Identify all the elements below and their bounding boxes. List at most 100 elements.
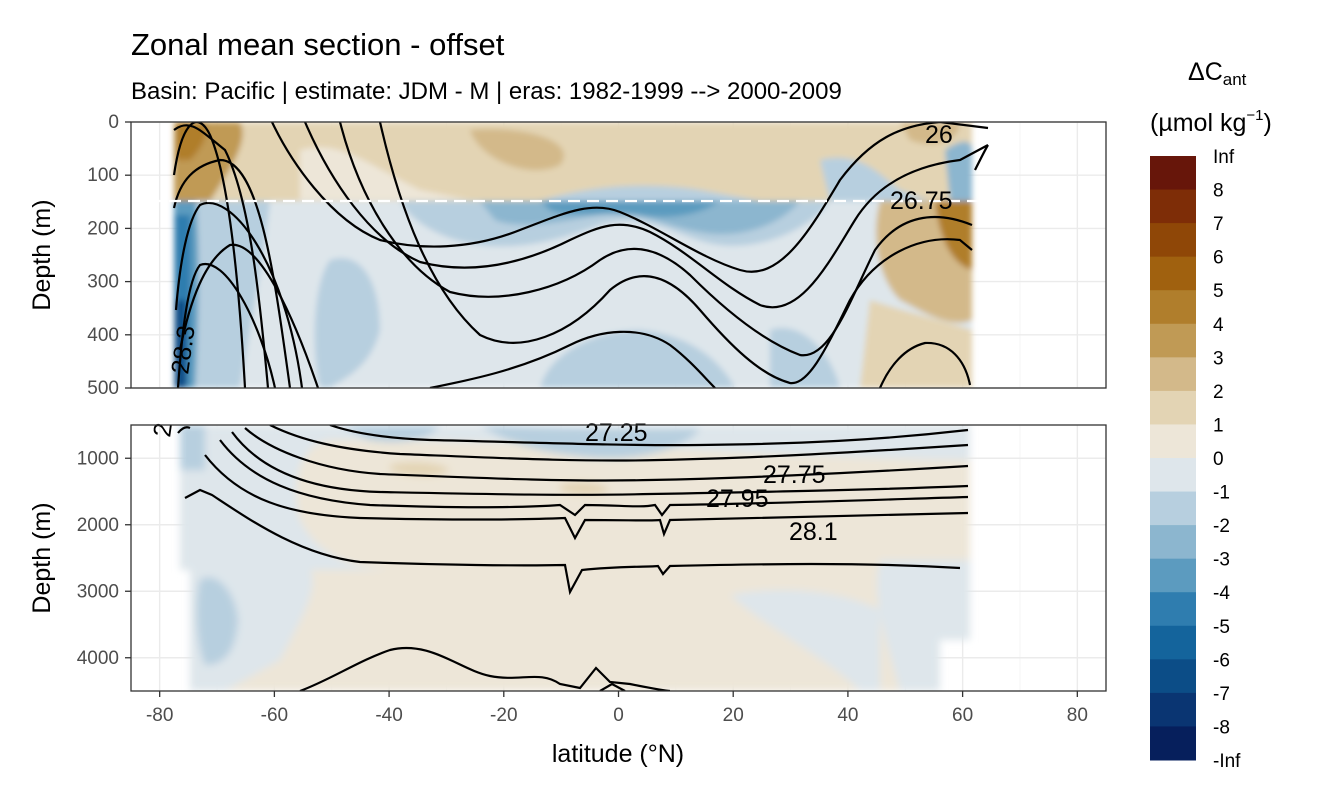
legend-label: 7 bbox=[1213, 214, 1224, 235]
legend-color-swatch bbox=[1150, 323, 1196, 358]
upper-contour-line bbox=[878, 341, 972, 388]
lower-field-blue-patch-nw bbox=[340, 425, 440, 442]
upper-y-axis-title: Depth (m) bbox=[28, 199, 56, 310]
lower-contour-line bbox=[204, 454, 969, 541]
upper-contour-line bbox=[176, 262, 277, 388]
lower-field-blue-patch-west bbox=[196, 577, 238, 665]
legend-label: 4 bbox=[1213, 315, 1224, 336]
contour-label-28-1: 28.1 bbox=[789, 518, 838, 546]
legend-unit: (µmol kg−1) bbox=[1150, 107, 1272, 137]
legend-label: 3 bbox=[1213, 348, 1224, 369]
y-tick-label: 1000 bbox=[77, 448, 119, 469]
upper-contour-line bbox=[429, 330, 716, 388]
lower-fill-field bbox=[180, 425, 970, 691]
upper-subsurface-tan-deep-north bbox=[860, 300, 972, 388]
legend-color-swatch bbox=[1150, 189, 1196, 224]
legend-title: ΔCant bbox=[1188, 58, 1247, 89]
lower-contours bbox=[177, 425, 969, 691]
legend-label: -3 bbox=[1213, 550, 1230, 571]
legend-label: 8 bbox=[1213, 181, 1224, 202]
lower-contour-line bbox=[329, 425, 969, 447]
upper-surface-tan-center bbox=[470, 129, 564, 171]
x-tick-label: -40 bbox=[375, 705, 402, 726]
lower-y-axis: 1000 2000 3000 4000 bbox=[77, 448, 131, 669]
legend-color-swatch bbox=[1150, 558, 1196, 593]
contour-label-2: 2 bbox=[148, 421, 178, 439]
legend-label: -1 bbox=[1213, 483, 1230, 504]
lower-field-tan-patch-east bbox=[560, 482, 610, 495]
upper-contour-line bbox=[172, 122, 247, 388]
lower-contour-line bbox=[269, 425, 969, 462]
upper-subsurface-blue-pool bbox=[314, 258, 380, 388]
upper-surface-light-patch bbox=[300, 147, 470, 200]
x-tick-label: 60 bbox=[952, 705, 973, 726]
x-tick-label: -60 bbox=[261, 705, 288, 726]
x-tick-label: 0 bbox=[613, 705, 624, 726]
upper-panel-border bbox=[130, 121, 1107, 389]
contour-label-27-75: 27.75 bbox=[763, 461, 826, 489]
legend-color-swatch bbox=[1150, 592, 1196, 627]
contour-label-28-3: 28.3 bbox=[166, 324, 201, 376]
chart-title: Zonal mean section - offset bbox=[131, 27, 505, 62]
y-tick-label: 300 bbox=[87, 272, 119, 293]
legend-labels: Inf 8 7 6 5 4 3 2 1 0 -1 -2 -3 -4 -5 -6 -7 -8 -Inf bbox=[1213, 147, 1241, 772]
legend-color-swatch bbox=[1150, 692, 1196, 727]
legend-title-sub: ant bbox=[1223, 70, 1247, 89]
legend-label: -Inf bbox=[1213, 751, 1241, 772]
lower-contour-line bbox=[244, 427, 969, 482]
legend-color-swatch bbox=[1150, 625, 1196, 660]
upper-contour-line bbox=[974, 144, 989, 171]
lower-field-light-blue-north2 bbox=[730, 590, 880, 691]
lower-field-tan-patch bbox=[390, 462, 450, 476]
lower-contour-line bbox=[599, 682, 626, 691]
legend-label: -5 bbox=[1213, 617, 1230, 638]
legend-label: -4 bbox=[1213, 583, 1230, 604]
legend-label: -7 bbox=[1213, 684, 1230, 705]
y-tick-label: 0 bbox=[108, 112, 119, 133]
x-tick-label: -80 bbox=[146, 705, 173, 726]
legend-label: 1 bbox=[1213, 415, 1224, 436]
y-tick-label: 200 bbox=[87, 218, 119, 239]
contour-label-27-25: 27.25 bbox=[585, 419, 648, 447]
y-tick-label: 100 bbox=[87, 165, 119, 186]
upper-surface-blue-lobe bbox=[540, 185, 760, 201]
upper-contour-line bbox=[173, 124, 270, 388]
lower-field-blue-patch-top bbox=[480, 425, 700, 459]
legend-title-main: ΔC bbox=[1188, 58, 1223, 86]
legend-color-swatch bbox=[1150, 659, 1196, 694]
legend-colorbar bbox=[1150, 156, 1196, 761]
upper-contour-line bbox=[338, 122, 973, 357]
legend-label: -8 bbox=[1213, 717, 1230, 738]
upper-subsurface-blue-belly bbox=[540, 330, 735, 388]
contour-label-26: 26 bbox=[925, 121, 953, 149]
legend-label: 0 bbox=[1213, 449, 1224, 470]
upper-surface-tan-south2 bbox=[176, 122, 207, 160]
legend-color-swatch bbox=[1150, 491, 1196, 526]
legend-color-swatch bbox=[1150, 156, 1196, 191]
lower-contour-line bbox=[299, 647, 671, 691]
legend-label: 5 bbox=[1213, 281, 1224, 302]
upper-contour-line bbox=[303, 122, 989, 309]
x-tick-label: 80 bbox=[1067, 705, 1088, 726]
y-tick-label: 2000 bbox=[77, 515, 119, 536]
lower-contour-line bbox=[219, 439, 969, 517]
chart-subtitle: Basin: Pacific | estimate: JDM - M | era… bbox=[131, 78, 842, 105]
x-axis-title: latitude (°N) bbox=[552, 740, 684, 768]
legend-unit-end: ) bbox=[1263, 109, 1271, 137]
color-legend: ΔCant (µmol kg−1) Inf 8 7 6 5 4 3 2 1 0 -1 -2 -3 -4 -5… bbox=[1150, 58, 1272, 772]
upper-contour-line bbox=[172, 158, 292, 388]
legend-color-swatch bbox=[1150, 290, 1196, 325]
x-tick-label: 20 bbox=[723, 705, 744, 726]
upper-contour-line bbox=[178, 243, 320, 388]
x-tick-label: 40 bbox=[837, 705, 858, 726]
upper-panel: 26 26.75 28.3 0 100 200 300 400 500 Depth (m) bbox=[28, 112, 1107, 399]
upper-contour-line bbox=[271, 122, 989, 273]
upper-contour-line bbox=[378, 122, 973, 385]
contour-label-26-75: 26.75 bbox=[890, 187, 953, 215]
lower-field-blue-patch-south bbox=[180, 425, 205, 470]
legend-color-swatch bbox=[1150, 357, 1196, 392]
legend-color-swatch bbox=[1150, 525, 1196, 560]
y-tick-label: 3000 bbox=[77, 581, 119, 602]
legend-color-swatch bbox=[1150, 223, 1196, 258]
